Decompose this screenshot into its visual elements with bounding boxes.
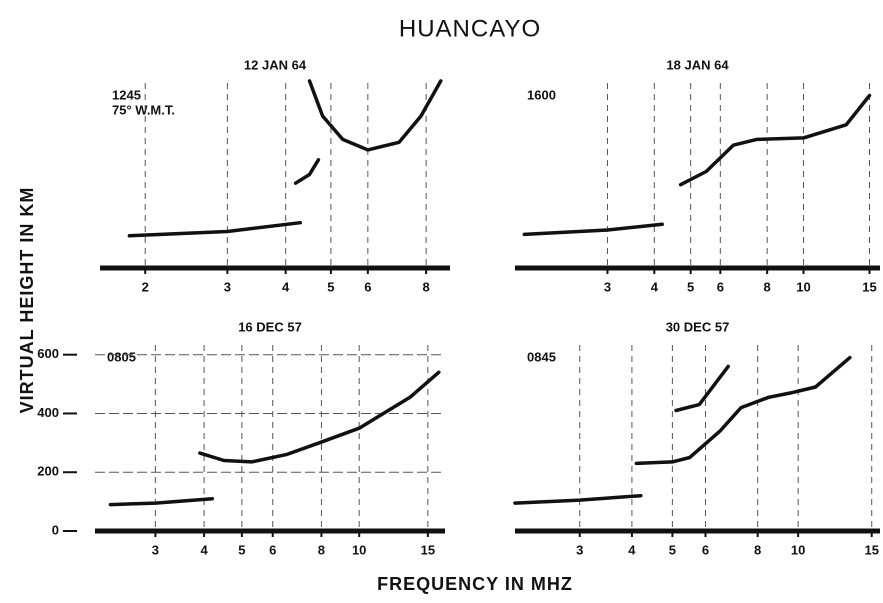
x-tick-label: 15 (421, 542, 435, 557)
x-tick-label: 8 (764, 279, 771, 294)
x-tick-label: 5 (238, 542, 245, 557)
y-tick-label: 400 (37, 405, 59, 420)
x-tick-label: 4 (651, 279, 659, 294)
x-axis-title: FREQUENCY IN MHZ (377, 574, 573, 594)
x-tick-label: 8 (754, 542, 761, 557)
trace (293, 158, 321, 185)
annotation: 1600 (527, 87, 556, 102)
x-tick-label: 5 (669, 542, 676, 557)
x-tick-label: 15 (862, 279, 876, 294)
annotation: 75° W.M.T. (112, 102, 175, 117)
annotation: 1245 (112, 87, 141, 102)
x-tick-label: 6 (364, 279, 371, 294)
trace (127, 220, 303, 238)
x-tick-label: 3 (604, 279, 611, 294)
y-tick-label: 0 (52, 522, 59, 537)
x-tick-label: 3 (224, 279, 231, 294)
x-tick-label: 10 (796, 279, 810, 294)
annotation: 0805 (107, 349, 136, 364)
trace (108, 496, 215, 507)
y-axis-title: VIRTUAL HEIGHT IN KM (17, 187, 37, 414)
x-tick-label: 6 (269, 542, 276, 557)
x-tick-label: 4 (200, 542, 208, 557)
trace (198, 370, 441, 464)
y-tick-label: 600 (37, 346, 59, 361)
x-tick-label: 5 (327, 279, 334, 294)
trace (522, 222, 664, 237)
trace (513, 493, 643, 505)
trace (307, 79, 443, 152)
x-tick-label: 4 (282, 279, 290, 294)
x-tick-label: 8 (423, 279, 430, 294)
trace (634, 355, 852, 466)
figure-title: HUANCAYO (399, 15, 541, 42)
panel-title: 18 JAN 64 (666, 57, 729, 72)
trace (678, 93, 872, 187)
x-tick-label: 3 (152, 542, 159, 557)
y-tick-label: 200 (37, 464, 59, 479)
x-tick-label: 10 (791, 542, 805, 557)
annotation: 0845 (527, 349, 556, 364)
x-tick-label: 2 (142, 279, 149, 294)
trace (674, 364, 730, 413)
x-tick-label: 5 (687, 279, 694, 294)
panel-title: 30 DEC 57 (666, 319, 730, 334)
x-tick-label: 6 (717, 279, 724, 294)
x-tick-label: 3 (576, 542, 583, 557)
x-tick-label: 10 (352, 542, 366, 557)
x-tick-label: 6 (702, 542, 709, 557)
panel-title: 12 JAN 64 (244, 57, 307, 72)
x-tick-label: 4 (628, 542, 636, 557)
x-tick-label: 15 (864, 542, 878, 557)
panel-title: 16 DEC 57 (238, 319, 302, 334)
x-tick-label: 8 (318, 542, 325, 557)
